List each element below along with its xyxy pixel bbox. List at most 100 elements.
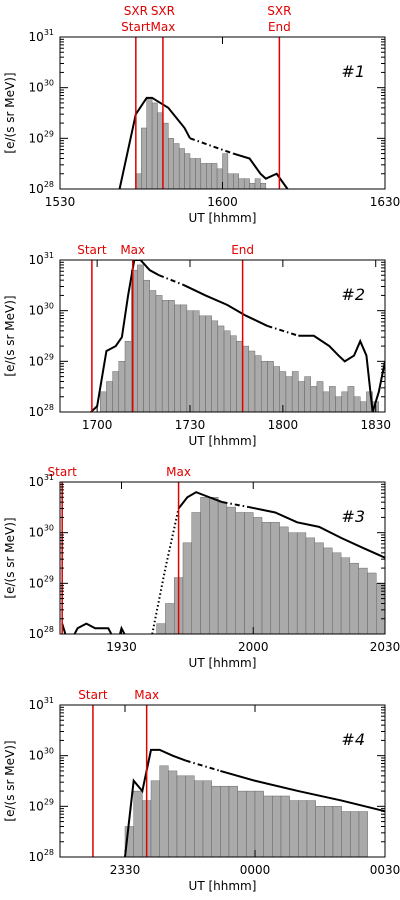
bar bbox=[146, 97, 153, 189]
plot-area bbox=[90, 260, 385, 412]
bar bbox=[106, 381, 113, 412]
bar bbox=[135, 173, 142, 189]
bar bbox=[173, 143, 180, 189]
bar bbox=[349, 562, 359, 634]
bar bbox=[118, 361, 126, 412]
x-tick-label: 2030 bbox=[370, 640, 400, 654]
bar bbox=[323, 547, 333, 634]
bar bbox=[186, 310, 194, 412]
bar bbox=[253, 517, 263, 634]
bar bbox=[230, 335, 237, 412]
bar bbox=[324, 806, 334, 857]
y-tick-base: 10 bbox=[29, 799, 44, 813]
bar bbox=[350, 811, 360, 857]
bar bbox=[195, 158, 202, 189]
bar bbox=[341, 391, 349, 412]
bar bbox=[209, 497, 219, 634]
plot-frame bbox=[59, 704, 386, 858]
bar bbox=[223, 330, 231, 412]
y-tick-base: 10 bbox=[29, 81, 44, 95]
event-label: Start bbox=[48, 465, 78, 479]
bar bbox=[189, 158, 196, 189]
bar bbox=[185, 775, 195, 857]
bar bbox=[367, 572, 377, 634]
event-label: Start bbox=[77, 243, 107, 257]
bar bbox=[261, 522, 272, 634]
bar bbox=[205, 315, 212, 412]
y-tick-label: 1028 bbox=[29, 625, 54, 641]
bar bbox=[360, 401, 367, 412]
bar bbox=[358, 567, 368, 634]
y-tick-exponent: 30 bbox=[44, 302, 54, 311]
bar bbox=[273, 366, 280, 412]
bar bbox=[211, 785, 221, 857]
y-tick-exponent: 29 bbox=[44, 797, 54, 806]
intensity-line bbox=[183, 284, 268, 327]
event-label: SXR bbox=[124, 4, 148, 18]
bar bbox=[124, 340, 132, 412]
y-tick-exponent: 29 bbox=[44, 129, 54, 138]
bar bbox=[243, 178, 250, 189]
y-tick-label: 1028 bbox=[29, 848, 54, 864]
intensity-line bbox=[220, 769, 385, 813]
bar bbox=[289, 800, 299, 857]
intensity-line bbox=[158, 274, 185, 286]
bar bbox=[288, 532, 298, 634]
y-tick-base: 10 bbox=[29, 304, 44, 318]
y-axis-label: [e/(s sr MeV)] bbox=[3, 72, 17, 153]
plot-frame bbox=[59, 259, 386, 413]
intensity-line bbox=[267, 324, 299, 337]
bar bbox=[176, 775, 186, 857]
y-tick-label: 1030 bbox=[29, 747, 54, 763]
x-tick-label: 2000 bbox=[238, 640, 269, 654]
bar bbox=[291, 371, 299, 412]
bar bbox=[151, 102, 158, 189]
plot-frame bbox=[59, 481, 386, 635]
bar bbox=[267, 361, 274, 412]
bar bbox=[335, 396, 342, 412]
plot-area bbox=[118, 96, 289, 189]
y-tick-exponent: 30 bbox=[44, 747, 54, 756]
plot-area bbox=[61, 491, 385, 634]
intensity-line bbox=[298, 334, 385, 412]
x-axis-label: UT [hhmm] bbox=[189, 211, 257, 225]
bar bbox=[216, 168, 223, 189]
bar bbox=[137, 264, 144, 412]
bar bbox=[180, 304, 188, 412]
bar bbox=[149, 290, 157, 412]
bar bbox=[236, 340, 243, 412]
bar bbox=[329, 386, 336, 412]
bar bbox=[235, 512, 245, 634]
intensity-line bbox=[185, 759, 221, 772]
y-tick-base: 10 bbox=[29, 253, 44, 267]
x-tick-label: 2330 bbox=[110, 863, 141, 877]
bar bbox=[233, 173, 239, 189]
panel-title: #4 bbox=[341, 730, 365, 749]
bar bbox=[174, 304, 181, 412]
x-tick-label: 0030 bbox=[370, 863, 400, 877]
bar bbox=[254, 790, 264, 857]
x-tick-label: 1530 bbox=[45, 195, 76, 209]
y-tick-base: 10 bbox=[29, 182, 44, 196]
bar bbox=[168, 300, 175, 412]
bar bbox=[162, 122, 169, 189]
y-tick-label: 1031 bbox=[29, 696, 54, 712]
y-tick-base: 10 bbox=[29, 354, 44, 368]
bar bbox=[199, 315, 206, 412]
y-tick-exponent: 31 bbox=[44, 28, 54, 37]
y-axis-label: [e/(s sr MeV)] bbox=[3, 740, 17, 821]
bar bbox=[298, 381, 305, 412]
y-tick-exponent: 30 bbox=[44, 524, 54, 533]
event-label: SXR bbox=[267, 4, 291, 18]
bar bbox=[341, 811, 351, 857]
bar bbox=[340, 557, 351, 634]
bar bbox=[155, 295, 163, 412]
y-tick-label: 1028 bbox=[29, 403, 54, 419]
event-label: Max bbox=[166, 465, 191, 479]
bar bbox=[254, 178, 261, 189]
bar bbox=[184, 153, 191, 189]
bar bbox=[260, 183, 267, 189]
bar bbox=[310, 386, 318, 412]
